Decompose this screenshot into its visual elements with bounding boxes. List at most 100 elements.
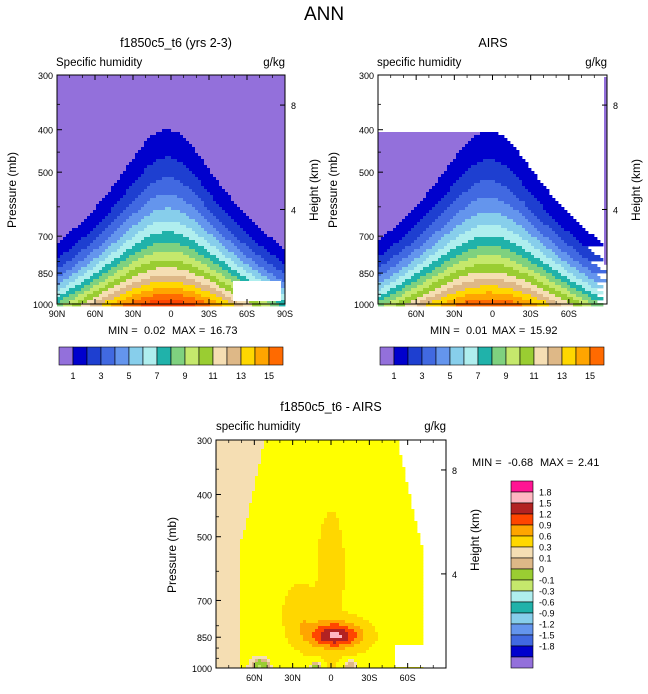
contour-cell [216, 662, 241, 666]
contour-cell [84, 273, 94, 277]
contour-cell [93, 210, 112, 214]
contour-cell [399, 276, 412, 280]
contour-cell [126, 285, 142, 289]
contour-cell [216, 584, 241, 588]
contour-cell [258, 243, 280, 247]
contour-cell [468, 273, 508, 277]
contour-cell [186, 225, 202, 229]
contour-cell [216, 554, 241, 558]
y-tick-label: 500 [197, 533, 212, 543]
contour-cell [138, 177, 163, 181]
contour-cell [216, 276, 226, 280]
contour-cell [561, 291, 571, 295]
contour-cell [90, 243, 103, 247]
contour-cell [321, 533, 343, 537]
contour-cell [240, 620, 283, 624]
contour-cell [552, 216, 574, 220]
contour-cell [216, 467, 259, 471]
contour-cell [75, 264, 88, 268]
colorbar: 1 3 5 7 9 11 13 15 [379, 346, 605, 381]
contour-cell [216, 177, 286, 181]
colorbar: 1 3 5 7 9 11 13 15 [58, 346, 284, 381]
contour-cell [561, 264, 571, 268]
contour-cell [276, 267, 286, 271]
contour-cell [546, 300, 556, 304]
contour-cell [57, 114, 286, 118]
contour-cell [570, 255, 583, 259]
contour-cell [219, 231, 232, 235]
colorbar-swatch [575, 346, 591, 366]
contour-cell [189, 246, 205, 250]
contour-cell [102, 297, 115, 301]
units-label: g/kg [585, 57, 607, 69]
contour-cell [591, 270, 607, 274]
contour-cell [138, 231, 163, 235]
contour-cell [267, 659, 271, 663]
contour-cell [165, 156, 172, 160]
contour-cell [57, 228, 73, 232]
contour-cell [216, 653, 241, 657]
contour-cell [219, 285, 232, 289]
contour-cell [531, 222, 544, 226]
contour-cell [243, 252, 256, 256]
contour-cell [336, 665, 346, 669]
contour-cell [513, 267, 529, 271]
contour-cell [240, 644, 292, 648]
contour-cell [99, 255, 109, 259]
contour-cell [540, 258, 553, 262]
contour-cell [237, 276, 247, 280]
colorbar-swatch [58, 346, 74, 366]
contour-cell [147, 165, 187, 169]
contour-cell [264, 231, 286, 235]
contour-cell [216, 476, 256, 480]
contour-cell [354, 623, 373, 627]
colorbar-swatch [533, 346, 549, 366]
contour-cell [435, 252, 448, 256]
contour-cell [543, 252, 556, 256]
contour-cell [309, 665, 313, 669]
contour-cell [402, 219, 421, 223]
contour-cell [378, 252, 385, 256]
contour-cell [387, 231, 409, 235]
contour-cell [456, 198, 478, 202]
contour-cell [207, 219, 220, 223]
colorbar-swatch [510, 579, 534, 592]
contour-cell [216, 590, 241, 594]
contour-cell [204, 255, 217, 259]
contour-cell [378, 201, 421, 205]
colorbar-swatch [510, 568, 534, 581]
contour-cell [339, 623, 355, 627]
colorbar-label: -0.9 [539, 609, 555, 619]
contour-cell [57, 150, 139, 154]
contour-cell [81, 303, 91, 307]
contour-cell [411, 288, 424, 292]
contour-cell [582, 255, 601, 259]
contour-cell [99, 222, 112, 226]
contour-cell [474, 264, 505, 268]
contour-cell [195, 291, 211, 295]
contour-cell [219, 219, 235, 223]
contour-cell [321, 524, 340, 528]
contour-cell [327, 662, 337, 666]
contour-cell [60, 294, 70, 298]
contour-cell [429, 264, 442, 268]
colorbar-swatch [142, 346, 158, 366]
contour-cell [348, 632, 358, 636]
missing-data-mask [395, 645, 445, 667]
contour-cell [312, 662, 319, 666]
contour-cell [192, 171, 211, 175]
colorbar-label: -1.2 [539, 620, 555, 630]
contour-cell [468, 204, 511, 208]
contour-cell [558, 270, 568, 274]
contour-cell [246, 213, 286, 217]
contour-cell [474, 279, 505, 283]
contour-cell [345, 563, 424, 567]
contour-cell [570, 291, 583, 295]
contour-cell [534, 270, 547, 274]
contour-cell [513, 207, 529, 211]
contour-cell [546, 270, 559, 274]
contour-cell [210, 168, 286, 172]
contour-cell [57, 123, 286, 127]
contour-cell [444, 171, 466, 175]
contour-cell [426, 192, 448, 196]
